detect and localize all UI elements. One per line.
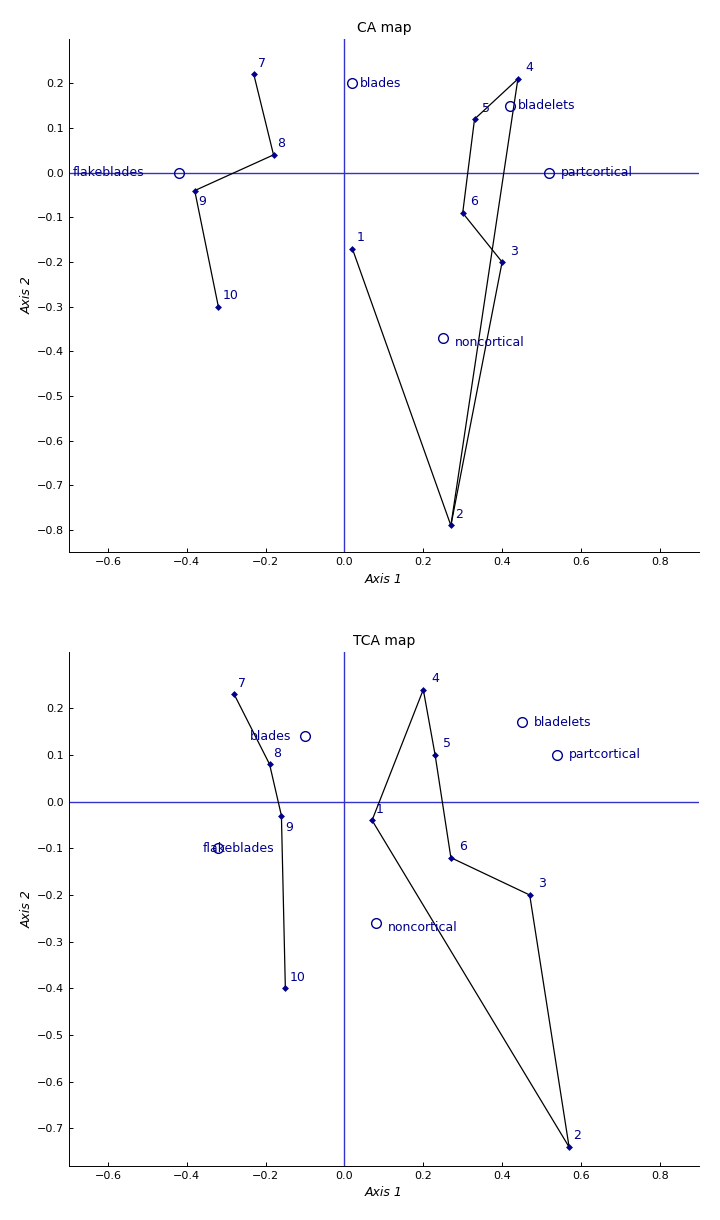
Text: 2: 2 bbox=[573, 1130, 581, 1142]
Text: 3: 3 bbox=[538, 877, 546, 891]
Text: blades: blades bbox=[250, 730, 292, 743]
Text: 2: 2 bbox=[455, 508, 463, 521]
Y-axis label: Axis 2: Axis 2 bbox=[21, 277, 34, 315]
Text: 5: 5 bbox=[482, 101, 490, 115]
X-axis label: Axis 1: Axis 1 bbox=[365, 1186, 402, 1199]
Text: bladelets: bladelets bbox=[534, 716, 591, 728]
Text: noncortical: noncortical bbox=[388, 921, 458, 935]
Text: noncortical: noncortical bbox=[455, 336, 525, 349]
Text: 5: 5 bbox=[443, 737, 451, 750]
Text: 10: 10 bbox=[222, 289, 238, 303]
Text: 4: 4 bbox=[526, 61, 534, 74]
Title: TCA map: TCA map bbox=[353, 634, 415, 648]
Text: flakeblades: flakeblades bbox=[73, 166, 144, 179]
Text: bladelets: bladelets bbox=[518, 99, 575, 112]
Text: 6: 6 bbox=[459, 841, 467, 853]
Text: 7: 7 bbox=[258, 57, 266, 70]
Text: 4: 4 bbox=[431, 672, 439, 684]
Text: flakeblades: flakeblades bbox=[202, 842, 274, 855]
Text: 9: 9 bbox=[285, 821, 293, 834]
Text: 3: 3 bbox=[510, 244, 518, 257]
Text: 8: 8 bbox=[277, 138, 285, 150]
Text: blades: blades bbox=[360, 77, 402, 90]
Text: 7: 7 bbox=[238, 677, 246, 689]
Y-axis label: Axis 2: Axis 2 bbox=[21, 891, 34, 928]
Title: CA map: CA map bbox=[356, 21, 411, 35]
Text: 1: 1 bbox=[356, 231, 364, 244]
Text: 6: 6 bbox=[471, 195, 479, 209]
Text: 1: 1 bbox=[376, 803, 384, 816]
Text: 10: 10 bbox=[289, 971, 305, 983]
Text: 8: 8 bbox=[274, 747, 282, 760]
Text: partcortical: partcortical bbox=[561, 166, 633, 179]
X-axis label: Axis 1: Axis 1 bbox=[365, 572, 402, 586]
Text: 9: 9 bbox=[199, 195, 207, 209]
Text: partcortical: partcortical bbox=[569, 748, 641, 761]
